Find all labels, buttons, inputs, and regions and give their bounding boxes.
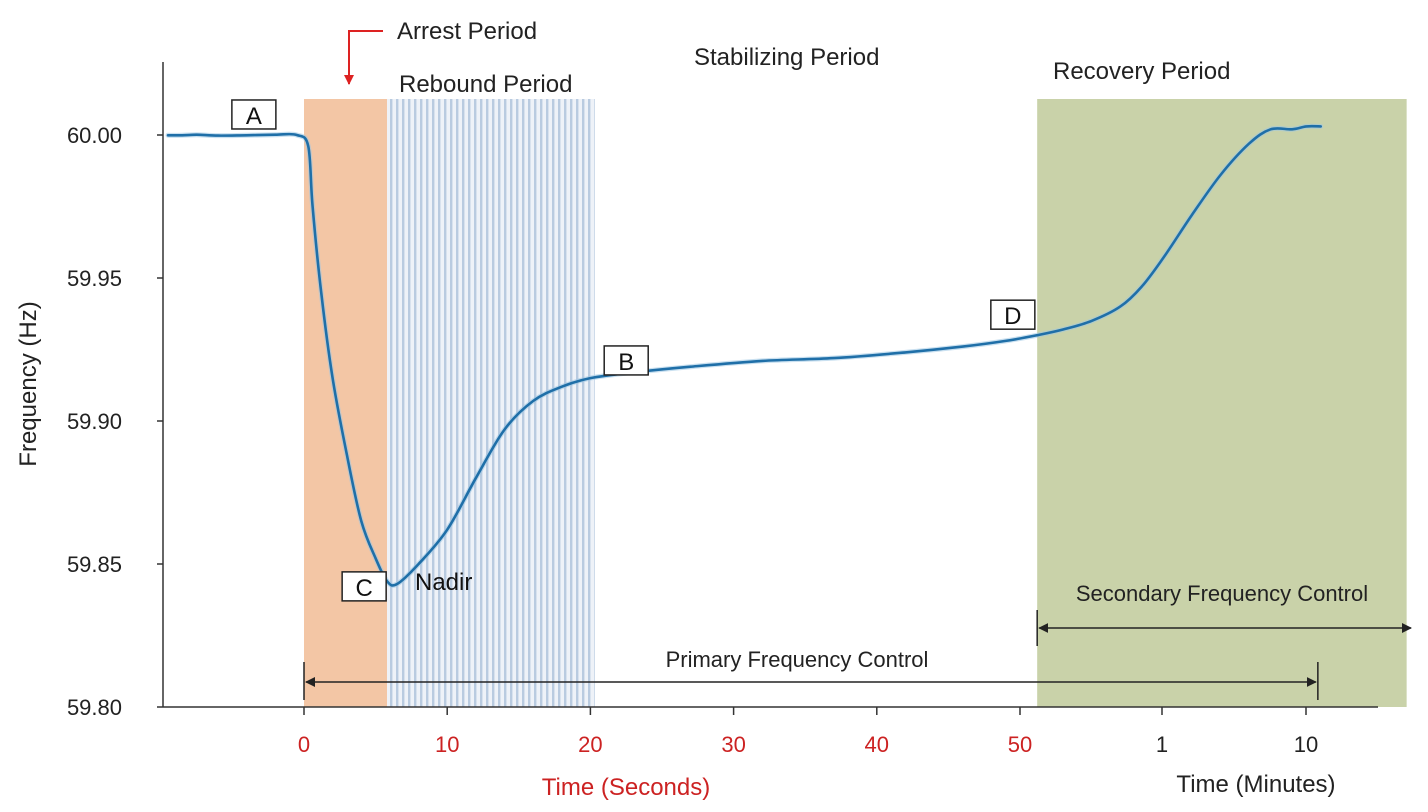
x-axis-title-seconds: Time (Seconds) (542, 774, 711, 801)
recovery-region (1037, 99, 1407, 707)
x-tick-label-minutes: 1 (1156, 732, 1168, 757)
y-tick-label: 59.90 (67, 409, 122, 434)
point-label-b: B (603, 345, 649, 376)
nadir-label: Nadir (415, 569, 472, 596)
stabilizing-period-label: Stabilizing Period (694, 44, 879, 71)
x-tick-label-seconds: 10 (435, 732, 459, 757)
x-tick-label-seconds: 50 (1008, 732, 1032, 757)
frequency-line (166, 124, 1322, 587)
point-label-text: D (1004, 303, 1021, 330)
point-label-c: C (341, 571, 387, 602)
point-label-text: B (618, 349, 634, 376)
arrest-region (304, 99, 388, 707)
y-tick-label: 59.95 (67, 266, 122, 291)
x-tick-label-seconds: 30 (721, 732, 745, 757)
y-tick-label: 60.00 (67, 123, 122, 148)
point-label-d: D (990, 299, 1036, 330)
point-label-box (990, 299, 1036, 330)
arrest-arrow (344, 30, 383, 85)
series-layer (165, 123, 1324, 588)
annotation-layer: Arrest Period Rebound Period Stabilizing P… (231, 18, 1412, 700)
y-tick-label: 59.85 (67, 552, 122, 577)
point-label-a: A (231, 99, 277, 130)
recovery-period-label: Recovery Period (1053, 58, 1230, 85)
x-tick-label-seconds: 20 (578, 732, 602, 757)
point-label-box (231, 99, 277, 130)
y-axis-title: Frequency (Hz) (15, 301, 42, 466)
x-tick-label-seconds: 40 (865, 732, 889, 757)
point-label-text: C (355, 575, 372, 602)
x-tick-label-seconds: 0 (298, 732, 310, 757)
rebound-region (387, 99, 595, 707)
point-label-box (603, 345, 649, 376)
x-tick-label-minutes: 10 (1294, 732, 1318, 757)
rebound-period-label: Rebound Period (399, 71, 572, 98)
point-label-box (341, 571, 387, 602)
y-tick-label: 59.80 (67, 695, 122, 720)
period-regions (304, 99, 1407, 707)
x-axis-title-minutes: Time (Minutes) (1176, 771, 1335, 798)
axes: 60.00 59.95 59.90 59.85 59.80 Frequency (Hz) 0… (15, 62, 1378, 801)
secondary-control-label: Secondary Frequency Control (1076, 581, 1368, 606)
primary-control-label: Primary Frequency Control (666, 647, 929, 672)
point-label-text: A (246, 103, 262, 130)
arrest-period-label: Arrest Period (397, 18, 537, 45)
